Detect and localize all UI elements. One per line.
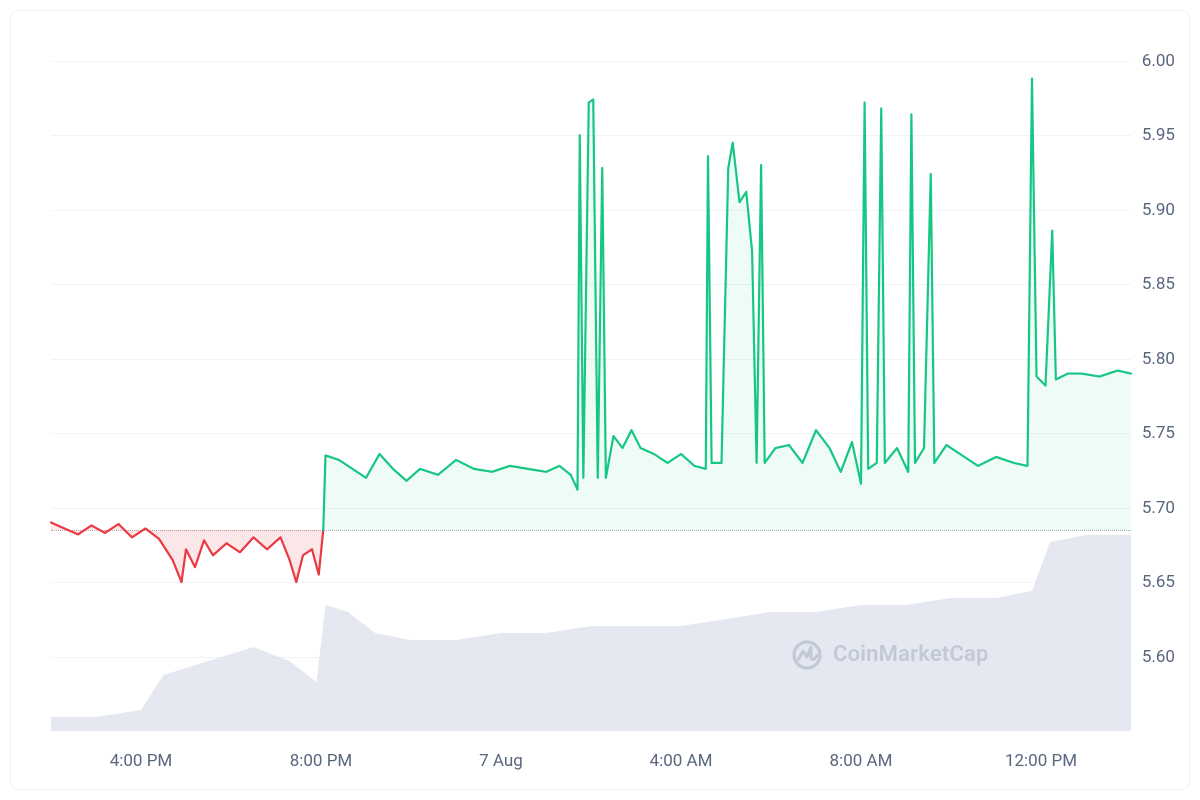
x-tick-label: 7 Aug	[479, 751, 523, 771]
y-tick-label: 5.85	[1142, 274, 1175, 294]
y-tick-label: 5.80	[1142, 349, 1175, 369]
y-tick-label: 5.95	[1142, 125, 1175, 145]
y-tick-label: 5.65	[1142, 572, 1175, 592]
x-tick-label: 4:00 PM	[110, 751, 173, 771]
plot-area: CoinMarketCap	[51, 31, 1131, 731]
x-tick-label: 8:00 AM	[830, 751, 893, 771]
x-tick-label: 8:00 PM	[290, 751, 353, 771]
x-tick-label: 4:00 AM	[650, 751, 713, 771]
volume-area	[51, 535, 1131, 731]
y-tick-label: 5.90	[1142, 200, 1175, 220]
y-tick-label: 5.70	[1142, 498, 1175, 518]
chart-frame: CoinMarketCap 5.60 5.65 5.70 5.75 5.80 5.85 5.…	[10, 10, 1190, 790]
y-tick-label: 6.00	[1142, 51, 1175, 71]
x-tick-label: 12:00 PM	[1005, 751, 1077, 771]
price-chart-svg	[51, 31, 1131, 731]
y-tick-label: 5.60	[1142, 647, 1175, 667]
y-tick-label: 5.75	[1142, 423, 1175, 443]
